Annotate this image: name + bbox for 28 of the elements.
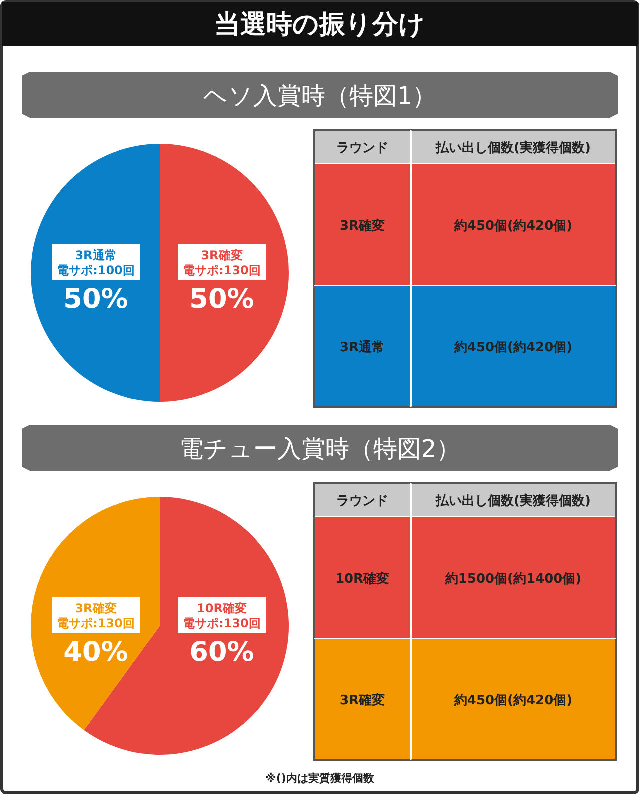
text: 電サポ:130回 xyxy=(183,264,261,278)
slice-label: 3R確変 xyxy=(201,248,243,263)
chart-subtitle: ヘソ入賞時（特図1） xyxy=(203,82,437,110)
text: 約450個(約420個) xyxy=(454,218,573,234)
chart-title: 当選時の振り分け xyxy=(214,10,426,40)
slice-label: 3R確変 xyxy=(75,602,117,616)
text: 約450個(約420個) xyxy=(454,340,573,356)
category-label: ラウンド xyxy=(336,494,388,509)
slice-label: 3R通常 xyxy=(75,248,117,263)
data-label: 60% xyxy=(190,637,254,668)
text: 約450個(約420個) xyxy=(454,693,573,708)
text: 3R確変 xyxy=(340,693,386,708)
text: 約1500個(約1400個) xyxy=(445,572,582,587)
slice-label: 10R確変 xyxy=(197,602,247,616)
text: 電サポ:130回 xyxy=(57,616,135,631)
text: ※()内は実質獲得個数 xyxy=(266,772,376,785)
text: 3R確変 xyxy=(340,218,386,234)
category-label: ラウンド xyxy=(336,141,388,156)
chart-subtitle: 電チュー入賞時（特図2） xyxy=(179,435,461,463)
text: 3R通常 xyxy=(340,340,386,356)
data-label: 50% xyxy=(190,284,254,315)
category-label: 払い出し個数(実獲得個数) xyxy=(435,493,591,509)
data-label: 40% xyxy=(64,637,128,668)
text: 電サポ:130回 xyxy=(183,616,261,631)
text: 電サポ:100回 xyxy=(57,264,135,278)
text: 10R確変 xyxy=(335,572,390,587)
data-label: 50% xyxy=(64,284,128,315)
category-label: 払い出し個数(実獲得個数) xyxy=(435,140,591,156)
